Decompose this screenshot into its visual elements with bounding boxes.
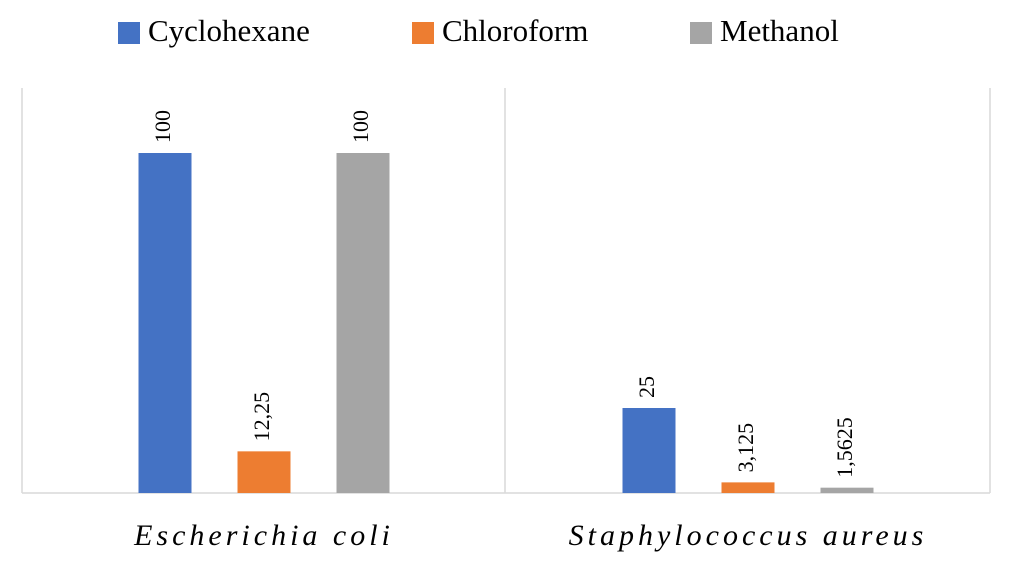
value-label: 1,5625: [832, 417, 857, 478]
bar: [237, 451, 291, 493]
bar: [622, 408, 676, 493]
legend-swatch: [412, 22, 434, 44]
legend-label: Cyclohexane: [148, 13, 310, 48]
x-tick-label: Staphylococcus aureus: [569, 519, 928, 552]
bar: [336, 153, 390, 493]
bar: [721, 482, 775, 493]
value-label: 25: [634, 376, 659, 398]
value-label: 3,125: [733, 423, 758, 473]
legend-label: Methanol: [720, 13, 839, 48]
x-tick-label: Escherichia coli: [133, 519, 394, 552]
legend-swatch: [118, 22, 140, 44]
value-label: 100: [348, 110, 373, 143]
legend-label: Chloroform: [442, 13, 588, 48]
bar: [138, 153, 192, 493]
bar: [820, 487, 874, 493]
value-label: 12,25: [249, 392, 274, 442]
value-label: 100: [150, 110, 175, 143]
legend-swatch: [690, 22, 712, 44]
